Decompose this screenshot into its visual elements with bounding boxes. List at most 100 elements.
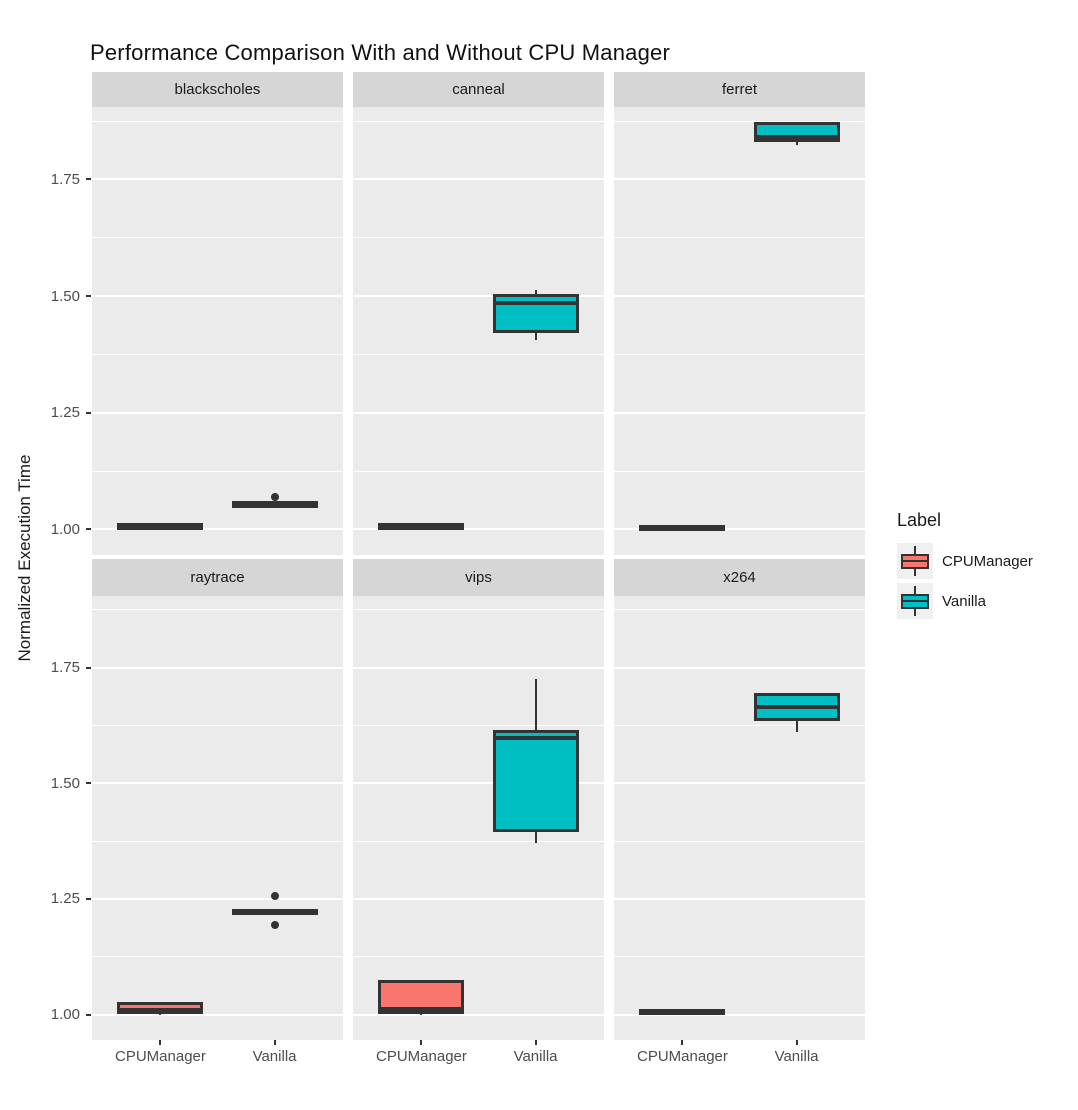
gridline-major	[614, 411, 865, 414]
gridline-major	[353, 295, 604, 297]
gridline-minor	[92, 840, 343, 842]
gridline-minor	[614, 609, 865, 611]
gridline-major	[614, 528, 865, 531]
y-tick-label-1.75: 1.75	[50, 170, 80, 188]
boxplot-median-ferret-Vanilla	[753, 135, 840, 140]
x-tick-label-Vanilla: Vanilla	[513, 1048, 558, 1065]
legend-title: Label	[897, 510, 942, 530]
chart-title: Performance Comparison With and Without …	[90, 40, 670, 65]
gridline-minor	[92, 725, 343, 726]
y-tick-mark	[86, 666, 91, 669]
gridline-major	[92, 897, 343, 900]
facet-strip-blackscholes: blackscholes	[92, 72, 343, 107]
gridline-minor	[353, 237, 604, 239]
facet-strip-x264: x264	[614, 559, 865, 596]
legend-label-vanilla: Vanilla	[942, 592, 986, 610]
facet-panel-x264	[614, 596, 865, 1040]
gridline-minor	[353, 725, 604, 726]
boxplot-median-vips-CPUManager	[378, 1007, 465, 1011]
gridline-minor	[353, 120, 604, 122]
gridline-minor	[92, 120, 343, 122]
gridline-minor	[92, 609, 343, 611]
boxplot-median-vips-Vanilla	[492, 735, 579, 740]
boxplot-median-x264-CPUManager	[639, 1009, 726, 1014]
y-tick-label-1.00: 1.00	[50, 1006, 80, 1024]
gridline-minor	[614, 237, 865, 239]
gridline-major	[353, 666, 604, 669]
y-tick-label-1.50: 1.50	[50, 774, 80, 792]
x-tick-label-CPUManager: CPUManager	[637, 1048, 728, 1065]
x-tick-mark	[534, 1040, 537, 1045]
gridline-minor	[353, 840, 604, 842]
x-tick-label-Vanilla: Vanilla	[774, 1048, 819, 1065]
gridline-minor	[353, 609, 604, 611]
whisker-upper	[534, 290, 537, 296]
facet-panel-blackscholes	[92, 107, 343, 555]
gridline-minor	[92, 956, 343, 958]
boxplot-key-icon	[897, 583, 933, 619]
y-tick-mark	[86, 782, 91, 785]
gridline-minor	[353, 956, 604, 958]
whisker-upper	[534, 679, 537, 733]
whisker-lower	[534, 331, 537, 341]
key-median-line	[901, 600, 929, 602]
legend-item-cpumanager: CPUManager	[897, 543, 1033, 579]
gridline-major	[614, 178, 865, 181]
x-tick-mark	[273, 1040, 276, 1045]
facet-strip-ferret: ferret	[614, 72, 865, 107]
boxplot-box-vips-Vanilla	[492, 730, 579, 833]
gridline-minor	[92, 470, 343, 472]
facet-strip-vips: vips	[353, 559, 604, 596]
gridline-major	[92, 666, 343, 669]
y-tick-label-1.75: 1.75	[50, 659, 80, 677]
gridline-major	[92, 295, 343, 297]
gridline-major	[614, 295, 865, 297]
outlier-point	[270, 492, 279, 501]
gridline-major	[353, 782, 604, 785]
x-tick-mark	[681, 1040, 684, 1045]
y-tick-mark	[86, 1013, 91, 1016]
whisker-lower	[795, 719, 798, 733]
facet-panel-raytrace	[92, 596, 343, 1040]
x-tick-label-Vanilla: Vanilla	[252, 1048, 297, 1065]
boxplot-median-ferret-CPUManager	[639, 526, 726, 531]
y-tick-mark	[86, 178, 91, 181]
legend: Label CPUManager Vanilla	[897, 510, 1033, 623]
boxplot-median-x264-Vanilla	[753, 705, 840, 709]
gridline-major	[614, 782, 865, 785]
y-tick-mark	[86, 528, 91, 531]
gridline-major	[92, 1013, 343, 1016]
gridline-major	[353, 178, 604, 181]
outlier-point	[270, 892, 279, 901]
gridline-minor	[353, 353, 604, 355]
gridline-major	[92, 411, 343, 414]
outlier-point	[270, 920, 279, 929]
gridline-major	[92, 178, 343, 181]
gridline-major	[92, 528, 343, 531]
boxplot-median-raytrace-CPUManager	[117, 1007, 204, 1012]
key-median-line	[901, 560, 929, 562]
gridline-minor	[92, 353, 343, 355]
y-tick-mark	[86, 897, 91, 900]
gridline-major	[353, 1013, 604, 1016]
y-tick-label-1.00: 1.00	[50, 520, 80, 538]
gridline-major	[92, 782, 343, 785]
gridline-minor	[92, 237, 343, 239]
boxplot-median-raytrace-Vanilla	[231, 910, 318, 915]
legend-item-vanilla: Vanilla	[897, 583, 1033, 619]
y-axis-title: Normalized Execution Time	[15, 454, 34, 662]
legend-label-cpumanager: CPUManager	[942, 552, 1033, 570]
whisker-lower	[534, 830, 537, 843]
boxplot-box-canneal-Vanilla	[492, 294, 579, 333]
boxplot-median-blackscholes-Vanilla	[231, 502, 318, 507]
y-tick-mark	[86, 295, 91, 297]
gridline-minor	[614, 470, 865, 472]
boxplot-median-canneal-Vanilla	[492, 301, 579, 305]
boxplot-median-canneal-CPUManager	[378, 524, 465, 529]
facet-panel-ferret	[614, 107, 865, 555]
gridline-major	[614, 1013, 865, 1016]
x-tick-mark	[795, 1040, 798, 1045]
gridline-major	[353, 897, 604, 900]
gridline-major	[353, 411, 604, 414]
